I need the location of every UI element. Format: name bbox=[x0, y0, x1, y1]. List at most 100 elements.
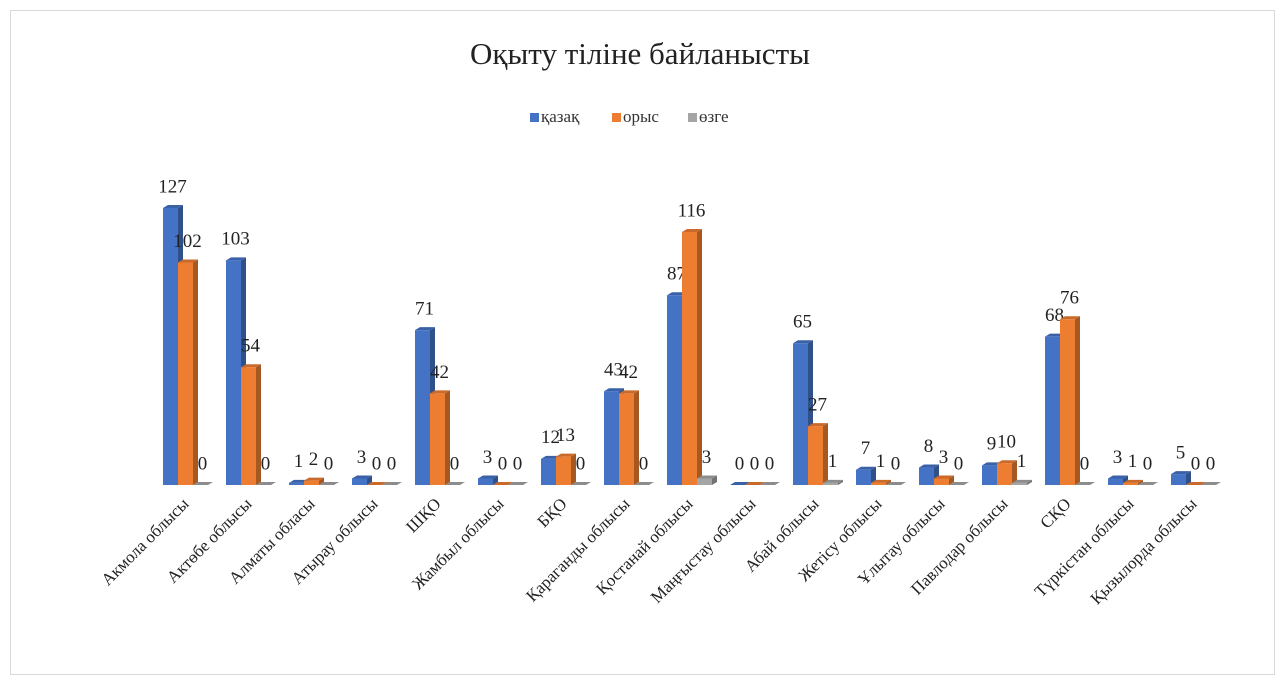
bar-side bbox=[949, 475, 954, 485]
data-label: 0 bbox=[450, 453, 460, 474]
bar-top bbox=[556, 453, 576, 457]
bar bbox=[541, 458, 556, 485]
bar bbox=[163, 208, 178, 485]
bar-side bbox=[1138, 479, 1143, 485]
bar-top bbox=[1108, 475, 1128, 479]
bar bbox=[667, 295, 682, 485]
bar bbox=[793, 343, 808, 485]
data-label: 5 bbox=[1176, 442, 1186, 463]
bar-top bbox=[604, 388, 624, 392]
bar bbox=[808, 426, 823, 485]
bar-top bbox=[871, 479, 891, 483]
bar-top bbox=[478, 475, 498, 479]
data-label: 1 bbox=[1128, 451, 1138, 472]
bar-top bbox=[808, 423, 828, 427]
data-label: 0 bbox=[1143, 453, 1153, 474]
data-label: 0 bbox=[1191, 453, 1201, 474]
bar-side bbox=[1075, 316, 1080, 485]
bar-side bbox=[1027, 479, 1032, 485]
data-label: 27 bbox=[808, 394, 827, 415]
bar bbox=[226, 260, 241, 485]
data-label: 127 bbox=[158, 176, 187, 197]
bar-top bbox=[1201, 482, 1221, 485]
data-label: 3 bbox=[702, 447, 712, 468]
data-label: 1 bbox=[1017, 451, 1027, 472]
bar-top bbox=[886, 482, 906, 485]
bar-top bbox=[634, 482, 654, 485]
bar-side bbox=[193, 259, 198, 485]
legend-label: орыс bbox=[623, 107, 659, 126]
data-label: 3 bbox=[1113, 447, 1123, 468]
bar-side bbox=[697, 228, 702, 485]
data-label: 0 bbox=[954, 453, 964, 474]
bar-top bbox=[367, 482, 387, 485]
bar-top bbox=[949, 482, 969, 485]
bar-top bbox=[934, 475, 954, 479]
bar-top bbox=[997, 460, 1017, 464]
bar-side bbox=[571, 453, 576, 485]
bar-top bbox=[241, 364, 261, 368]
data-label: 3 bbox=[357, 447, 367, 468]
bar bbox=[1171, 474, 1186, 485]
bar bbox=[478, 478, 493, 485]
bar-top bbox=[682, 228, 702, 232]
bar-side bbox=[319, 477, 324, 485]
data-label: 12 bbox=[541, 427, 560, 448]
data-label: 1 bbox=[828, 451, 838, 472]
bar-side bbox=[1186, 471, 1191, 485]
data-label: 3 bbox=[939, 447, 949, 468]
bar-top bbox=[619, 390, 639, 394]
bar-top bbox=[1138, 482, 1158, 485]
bar bbox=[178, 262, 193, 485]
legend-swatch bbox=[530, 113, 539, 122]
bar-top bbox=[304, 477, 324, 481]
bar-top bbox=[493, 482, 513, 485]
data-label: 0 bbox=[750, 453, 760, 474]
data-label: 87 bbox=[667, 264, 686, 285]
bar bbox=[352, 478, 367, 485]
bar-top bbox=[1060, 316, 1080, 320]
bar bbox=[415, 330, 430, 485]
bar bbox=[241, 367, 256, 485]
data-label: 1 bbox=[876, 451, 886, 472]
data-label: 0 bbox=[498, 453, 508, 474]
data-label: 0 bbox=[198, 453, 208, 474]
bar-side bbox=[367, 475, 372, 485]
bar-top bbox=[415, 327, 435, 331]
bar-top bbox=[193, 482, 213, 485]
data-label: 0 bbox=[1080, 453, 1090, 474]
data-label: 0 bbox=[891, 453, 901, 474]
data-label: 1 bbox=[294, 451, 304, 472]
data-label: 9 bbox=[987, 434, 997, 455]
bar-top bbox=[430, 390, 450, 394]
data-label: 0 bbox=[261, 453, 271, 474]
bar-side bbox=[823, 423, 828, 485]
bar bbox=[1108, 478, 1123, 485]
bar-top bbox=[1075, 482, 1095, 485]
bar bbox=[1060, 319, 1075, 485]
bar-top bbox=[382, 482, 402, 485]
bar-top bbox=[1171, 471, 1191, 475]
data-label: 54 bbox=[241, 336, 261, 357]
bar-top bbox=[760, 482, 780, 485]
bar-side bbox=[256, 364, 261, 485]
data-label: 42 bbox=[619, 362, 638, 383]
bar-top bbox=[352, 475, 372, 479]
bar-side bbox=[838, 479, 843, 485]
bar-side bbox=[871, 466, 876, 485]
bar bbox=[934, 478, 949, 485]
data-label: 7 bbox=[861, 438, 871, 459]
data-label: 103 bbox=[221, 229, 250, 250]
bar-side bbox=[493, 475, 498, 485]
bar-top bbox=[1012, 479, 1032, 483]
data-label: 0 bbox=[735, 453, 745, 474]
data-label: 0 bbox=[513, 453, 523, 474]
bar-top bbox=[730, 482, 750, 485]
chart-title: Оқыту тіліне байланысты bbox=[470, 36, 810, 71]
bar-top bbox=[226, 257, 246, 261]
data-label: 3 bbox=[483, 447, 493, 468]
bar-top bbox=[793, 340, 813, 344]
data-label: 71 bbox=[415, 299, 434, 320]
data-label: 0 bbox=[324, 453, 334, 474]
data-label: 0 bbox=[765, 453, 775, 474]
